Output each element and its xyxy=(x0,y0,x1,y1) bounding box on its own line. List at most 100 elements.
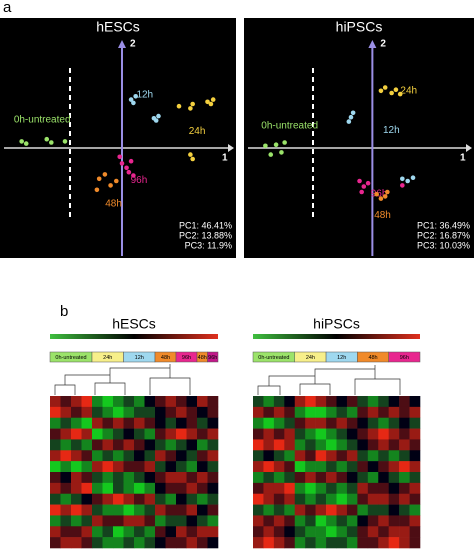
heatmap-cell xyxy=(326,526,337,538)
heatmap-cell xyxy=(253,450,264,462)
data-point xyxy=(176,103,182,109)
heatmap-cell xyxy=(207,439,219,451)
heatmap-cell xyxy=(123,515,135,527)
heatmap-cell xyxy=(92,417,103,429)
heatmap-cell xyxy=(388,461,400,473)
heatmap-cell xyxy=(155,396,166,408)
heatmap-cell xyxy=(207,450,219,462)
heatmap-cell xyxy=(346,417,358,429)
heatmap-cell xyxy=(346,504,358,516)
data-point xyxy=(282,140,287,145)
data-point xyxy=(188,152,193,157)
heatmap-cell xyxy=(326,439,337,451)
heatmap-cell xyxy=(165,406,177,419)
data-point xyxy=(378,88,384,94)
heatmap-cell xyxy=(367,504,379,516)
group-label: 48h xyxy=(198,355,207,361)
heatmap-cell xyxy=(134,428,145,440)
heatmap-cell xyxy=(273,493,285,505)
heatmap-cell xyxy=(263,537,275,549)
data-point xyxy=(273,142,279,147)
heatmap-cell xyxy=(409,493,421,505)
heatmap-cell xyxy=(305,461,316,473)
heatmap-cell xyxy=(284,515,296,527)
heatmap-cell xyxy=(378,396,389,408)
heatmap-cell xyxy=(123,493,135,505)
heatmap-cell xyxy=(367,439,379,451)
heatmap-cell xyxy=(102,428,114,440)
heatmap-cell xyxy=(176,439,187,451)
heatmap-cell xyxy=(186,537,198,549)
heatmap-cell xyxy=(207,461,219,473)
heatmap-cell xyxy=(346,537,358,549)
heatmap-cell xyxy=(315,461,327,473)
heatmap-cell xyxy=(336,461,348,473)
data-point xyxy=(382,85,388,90)
group-label: 0h-untreated xyxy=(55,355,86,361)
annotation: PC3: 10.03% xyxy=(417,240,470,250)
heatmap-cell xyxy=(113,472,124,484)
data-point xyxy=(393,87,399,92)
heatmap-cell xyxy=(253,396,264,408)
heatmap-cell xyxy=(155,504,166,516)
heatmap-cell xyxy=(263,417,275,429)
heatmap-cell xyxy=(60,526,72,538)
heatmap-cell xyxy=(92,439,103,451)
heatmap-cell xyxy=(315,537,327,549)
y-axis-arrow xyxy=(368,40,377,48)
heatmap-cell xyxy=(294,417,306,429)
data-point xyxy=(19,139,24,144)
heatmap-cell xyxy=(273,526,285,538)
heatmap-cell xyxy=(326,515,337,527)
heatmap-cell xyxy=(197,396,208,408)
heatmap-cell xyxy=(165,461,177,473)
data-point xyxy=(357,178,362,184)
heatmap-cell xyxy=(273,450,285,462)
heatmap-cell xyxy=(399,439,410,451)
heatmap-cell xyxy=(399,482,410,495)
heatmap-cell xyxy=(92,482,103,495)
heatmap-cell xyxy=(284,406,296,419)
heatmap-cell xyxy=(197,504,208,516)
heatmap-cell xyxy=(186,417,198,429)
heatmap-cell xyxy=(326,396,337,408)
heatmap-cell xyxy=(367,428,379,440)
heatmap-cell xyxy=(357,493,369,505)
heatmap-cell xyxy=(378,537,389,549)
data-point xyxy=(365,180,371,186)
heatmap-cell xyxy=(197,482,208,495)
heatmap-cell xyxy=(176,450,187,462)
heatmap-cell xyxy=(207,504,219,516)
heatmap-cell xyxy=(315,417,327,429)
heatmap-cell xyxy=(102,417,114,429)
heatmap-cell xyxy=(326,482,337,495)
heatmap-cell xyxy=(123,406,135,419)
group-label: 96h xyxy=(208,355,217,361)
heatmap-cell xyxy=(294,450,306,462)
data-point xyxy=(389,90,394,96)
heatmap-cell xyxy=(123,396,135,408)
heatmap-cell xyxy=(346,406,358,419)
heatmap-cell xyxy=(273,515,285,527)
heatmap-cell xyxy=(326,537,337,549)
group-label: 12h xyxy=(337,355,346,361)
heatmap-cell xyxy=(50,515,61,527)
y-axis-label: 2 xyxy=(380,39,386,50)
data-point xyxy=(108,183,113,188)
heatmap-cell xyxy=(336,406,348,419)
heatmap-cell xyxy=(346,428,358,440)
series-label: 24h xyxy=(400,86,417,97)
heatmap-cell xyxy=(409,396,421,408)
heatmap-cell xyxy=(144,482,156,495)
data-point xyxy=(382,194,388,199)
heatmap-cell xyxy=(71,526,82,538)
heatmap-cell xyxy=(253,493,264,505)
heatmap-cell xyxy=(273,417,285,429)
data-point xyxy=(385,189,390,195)
heatmap-cell xyxy=(253,461,264,473)
heatmap-cell xyxy=(81,439,93,451)
heatmap-cell xyxy=(81,537,93,549)
heatmap-cell xyxy=(50,482,61,495)
heatmap-cell xyxy=(102,396,114,408)
heatmap-cell xyxy=(207,406,219,419)
